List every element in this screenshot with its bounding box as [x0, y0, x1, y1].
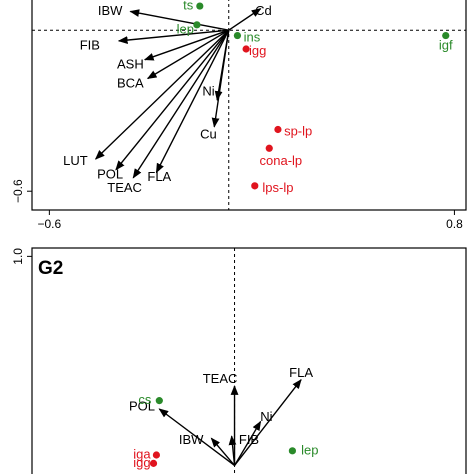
- arrow-fib: [117, 29, 229, 44]
- arrow-label-teac: TEAC: [107, 180, 142, 195]
- point-label-cs: cs: [138, 392, 152, 407]
- point-ts: [196, 2, 204, 10]
- arrow-label-fla: FLA: [289, 365, 313, 380]
- plot-frame: [31, 0, 467, 211]
- arrow-label-cu: Cu: [200, 126, 217, 141]
- point-label-cona-lp: cona-lp: [260, 153, 303, 168]
- arrow-label-fib: FIB: [80, 38, 100, 53]
- arrow-ni: [233, 420, 262, 466]
- arrow-label-ibw: IBW: [179, 432, 204, 447]
- point-sp-lp: [274, 125, 282, 134]
- arrow-cu: [211, 30, 230, 128]
- arrow-label-ash: ASH: [117, 57, 144, 72]
- axis-ticks: 1.0: [11, 248, 32, 265]
- arrow-label-ni: Ni: [260, 409, 272, 424]
- arrow-label-fib: FIB: [239, 432, 259, 447]
- y-tick-label: −0.6: [11, 179, 25, 203]
- arrow-fla: [155, 29, 230, 174]
- plot-frame: [31, 247, 467, 474]
- arrow-label-pol: POL: [97, 167, 123, 182]
- arrow-lut: [94, 29, 230, 160]
- arrow-fla: [233, 378, 302, 466]
- point-label-lps-lp: lps-lp: [262, 180, 293, 195]
- point-label-iga: iga: [133, 446, 151, 461]
- point-lps-lp: [251, 182, 259, 190]
- arrow-label-ibw: IBW: [98, 3, 123, 18]
- x-tick-label: −0.6: [38, 217, 62, 231]
- point-igg: [149, 459, 158, 467]
- point-label-igg: igg: [249, 43, 266, 58]
- arrow-label-pol: POL: [129, 398, 155, 413]
- point-igg: [242, 45, 250, 53]
- arrow-cd: [228, 8, 262, 31]
- arrow-ash: [143, 29, 229, 61]
- arrow-fib: [228, 435, 237, 466]
- arrow-label-teac: TEAC: [203, 371, 238, 386]
- arrow-label-lut: LUT: [63, 153, 88, 168]
- point-label-lep: lep: [177, 22, 194, 37]
- reference-lines: [32, 0, 466, 210]
- arrow-label-cd: Cd: [255, 3, 272, 18]
- arrow-label-bca: BCA: [117, 75, 144, 90]
- arrow-label-ni: Ni: [202, 83, 214, 98]
- arrow-ibw: [129, 9, 229, 31]
- score-points: ts lep ins igf igg sp-lp cona-lp lps-lp: [177, 0, 453, 195]
- point-iga: [152, 451, 161, 459]
- point-lep: [288, 447, 296, 455]
- point-label-igf: igf: [439, 38, 453, 53]
- point-igf: [442, 31, 450, 40]
- arrow-teac: [132, 29, 230, 179]
- point-ins: [233, 31, 242, 40]
- point-label-lep: lep: [301, 442, 318, 457]
- arrow-pol: [115, 29, 230, 171]
- point-label-ts: ts: [183, 0, 194, 12]
- arrow-label-fla: FLA: [147, 169, 171, 184]
- y-tick-label: 1.0: [11, 248, 25, 265]
- point-lep: [193, 21, 201, 29]
- point-cona-lp: [265, 144, 273, 152]
- arrow-ibw: [210, 437, 236, 466]
- point-label-igg: igg: [133, 455, 150, 470]
- point-label-ins: ins: [244, 30, 261, 45]
- arrow-pol: [158, 408, 235, 467]
- axis-ticks: −0.6 0.8 −0.6: [11, 179, 463, 231]
- point-label-sp-lp: sp-lp: [284, 124, 312, 139]
- point-cs: [155, 397, 163, 405]
- arrow-bca: [146, 29, 230, 80]
- panel-label: G2: [38, 258, 63, 279]
- x-tick-label: 0.8: [446, 217, 463, 231]
